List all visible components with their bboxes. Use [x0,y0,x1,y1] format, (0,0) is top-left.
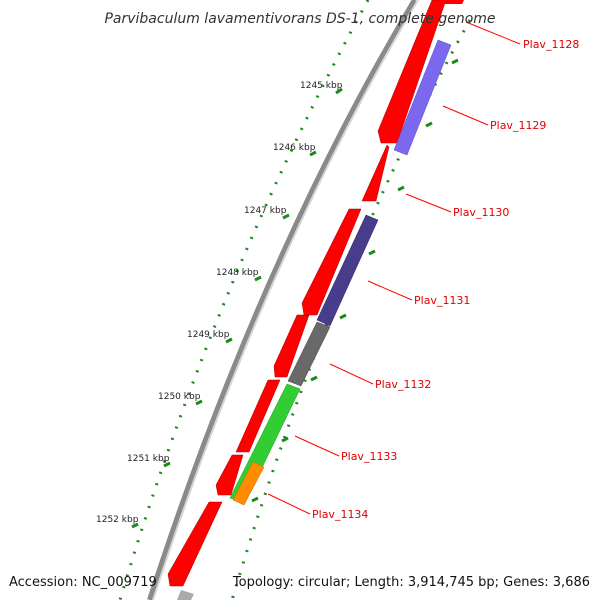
kbp-label: 1248 kbp [216,268,259,278]
gene-labels: Plav_1128 Plav_1129 Plav_1130 Plav_1131 … [312,38,579,521]
gene-forward-4 [273,314,310,378]
gene-label-plav-1130: Plav_1130 [453,206,509,219]
gene-label-plav-1132: Plav_1132 [375,378,431,391]
gene-plav-1132 [287,321,331,387]
gene-forward-2 [361,144,390,202]
label-leader-lines [267,21,521,515]
kbp-labels: 1245 kbp 1246 kbp 1247 kbp 1248 kbp 1249… [96,81,343,525]
gene-plav-1134 [232,461,265,506]
gene-label-plav-1133: Plav_1133 [341,450,397,463]
gene-plav-1131 [316,214,379,327]
gene-forward-6 [215,454,244,496]
kbp-label: 1245 kbp [300,81,343,91]
topology-text: Topology: circular; Length: 3,914,745 bp… [232,575,590,590]
gene-gray-bottom [177,590,194,600]
kbp-label: 1251 kbp [127,454,170,464]
backbone [147,0,419,600]
gene-forward-1 [377,0,447,144]
gene-forward-5 [235,379,281,453]
kbp-label: 1249 kbp [187,330,230,340]
kbp-ticks [131,87,343,529]
gene-label-plav-1134: Plav_1134 [312,508,368,521]
gene-label-plav-1128: Plav_1128 [523,38,579,51]
gene-forward-7 [167,501,223,587]
kbp-label: 1250 kbp [158,392,201,402]
accession-text: Accession: NC_009719 [9,575,157,590]
gene-plav-1129 [393,39,452,156]
reverse-strand-genes [177,0,464,600]
gene-plav-1128 [438,0,464,4]
kbp-label: 1246 kbp [273,143,316,153]
forward-strand-genes [167,0,447,587]
gene-label-plav-1131: Plav_1131 [414,294,470,307]
kbp-label: 1247 kbp [244,206,287,216]
kbp-label: 1252 kbp [96,515,139,525]
inner-ticks [251,58,459,503]
map-title: Parvibaculum lavamentivorans DS-1, compl… [104,11,495,27]
gene-label-plav-1129: Plav_1129 [490,119,546,132]
gene-forward-3 [301,208,362,316]
